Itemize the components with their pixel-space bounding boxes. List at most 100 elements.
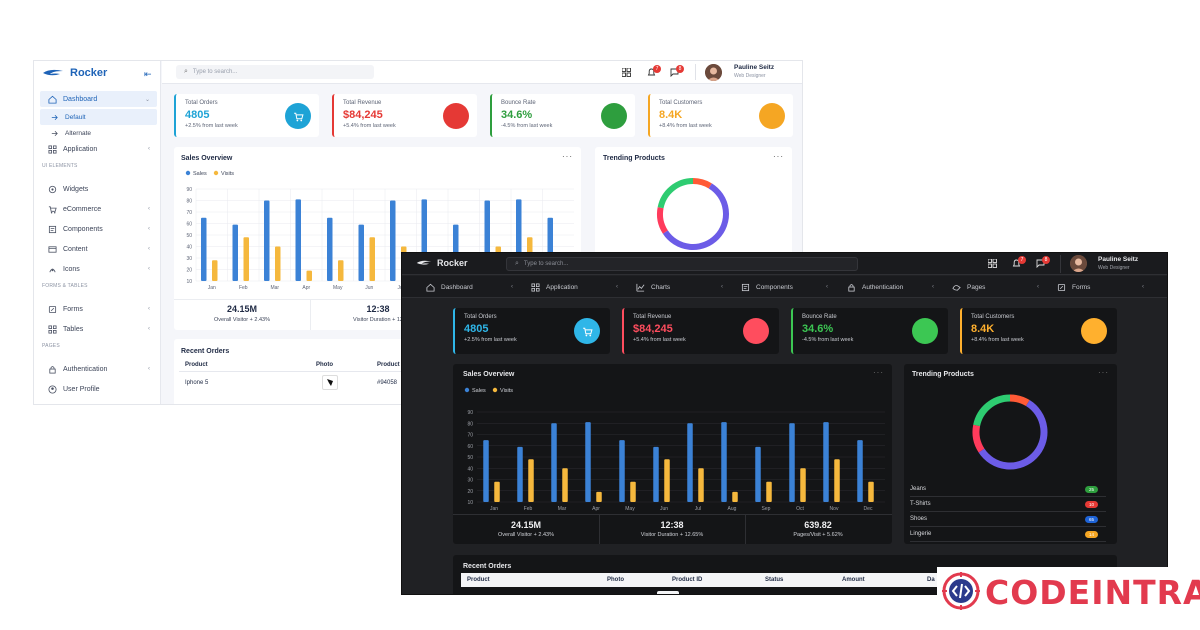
donut-slice-shoes[interactable] [662, 183, 729, 250]
more-icon[interactable]: ··· [773, 152, 784, 161]
bar-visits[interactable] [800, 468, 806, 502]
product-row-jeans[interactable]: Jeans 25 [910, 482, 1106, 497]
legend-label[interactable]: Sales [472, 388, 486, 394]
sidebar-item-default[interactable]: Default [40, 109, 157, 125]
sidebar-item-content[interactable]: Content ‹ [40, 241, 157, 257]
brand[interactable]: Rocker [42, 67, 107, 79]
bar-sales[interactable] [755, 446, 761, 502]
bar-sales[interactable] [789, 423, 795, 502]
bar-sales[interactable] [327, 217, 333, 281]
bar-sales[interactable] [857, 440, 863, 502]
bar-visits[interactable] [630, 481, 636, 502]
nav-charts[interactable]: Charts [636, 281, 670, 293]
bar-visits[interactable] [596, 491, 602, 502]
bar-sales[interactable] [619, 440, 625, 502]
users-icon [1081, 318, 1107, 344]
bar-sales[interactable] [232, 224, 239, 281]
apps-grid-icon[interactable] [988, 259, 998, 269]
sidebar-item-forms[interactable]: Forms ‹ [40, 301, 157, 317]
bar-sales[interactable] [585, 422, 591, 502]
legend-label[interactable]: Visits [500, 388, 513, 394]
sidebar-item-authentication[interactable]: Authentication ‹ [40, 361, 157, 377]
bar-visits[interactable] [275, 246, 281, 282]
sidebar-item-user-profile[interactable]: User Profile [40, 381, 157, 397]
avatar[interactable] [1070, 255, 1087, 272]
bar-sales[interactable] [721, 422, 727, 502]
brand[interactable]: Rocker [416, 258, 468, 268]
sidebar-item-application[interactable]: Application ‹ [40, 141, 157, 157]
product-row-shoes[interactable]: Shoes 65 [910, 512, 1106, 527]
bar-visits[interactable] [369, 237, 376, 281]
message-icon[interactable]: 8 [670, 65, 684, 78]
bar-visits[interactable] [212, 260, 218, 281]
more-icon[interactable]: ··· [562, 152, 573, 161]
more-icon[interactable]: ··· [1098, 368, 1109, 377]
kpi-card-total-customers[interactable]: Total Customers 8.4K +8.4% from last week [960, 308, 1117, 354]
bar-sales[interactable] [483, 440, 489, 502]
message-icon[interactable]: 8 [1036, 256, 1050, 269]
bar-visits[interactable] [338, 260, 344, 281]
bar-visits[interactable] [664, 459, 670, 502]
sidebar-item-icons[interactable]: Icons ‹ [40, 261, 157, 277]
donut-slice-jeans[interactable] [657, 178, 694, 209]
bar-sales[interactable] [823, 422, 829, 502]
kpi-card-bounce-rate[interactable]: Bounce Rate 34.6% -4.5% from last week [490, 94, 635, 137]
product-row-lingerie[interactable]: Lingerie 14 [910, 527, 1106, 542]
donut-slice-lingerie[interactable] [972, 424, 985, 453]
bar-sales[interactable] [390, 200, 396, 282]
donut-slice-lingerie[interactable] [657, 207, 668, 234]
bar-visits[interactable] [834, 459, 840, 502]
collapse-icon[interactable]: ⇤ [144, 69, 152, 79]
bar-visits[interactable] [306, 270, 313, 281]
apps-grid-icon[interactable] [622, 68, 632, 78]
bell-icon[interactable]: 7 [1012, 256, 1026, 269]
sidebar-item-ecommerce[interactable]: eCommerce ‹ [40, 201, 157, 217]
search-input[interactable]: ⌕ Type to search... [176, 65, 374, 79]
sidebar-item-components[interactable]: Components ‹ [40, 221, 157, 237]
bar-sales[interactable] [551, 423, 557, 502]
nav-components[interactable]: Components [741, 281, 793, 293]
legend-label[interactable]: Sales [193, 171, 207, 177]
table-row[interactable]: Iphone 5 #94058 [179, 375, 434, 391]
bar-sales[interactable] [295, 199, 302, 281]
bar-visits[interactable] [732, 491, 738, 502]
kpi-card-bounce-rate[interactable]: Bounce Rate 34.6% -4.5% from last week [791, 308, 948, 354]
donut-slice-shoes[interactable] [978, 400, 1048, 470]
bar-sales[interactable] [201, 217, 207, 281]
donut-slice-jeans[interactable] [973, 394, 1011, 427]
bar-sales[interactable] [358, 224, 365, 281]
bar-visits[interactable] [243, 237, 250, 281]
bar-sales[interactable] [517, 446, 523, 502]
sidebar-item-dashboard[interactable]: Dashboard ⌄ [40, 91, 157, 107]
sidebar-item-alternate[interactable]: Alternate [40, 125, 157, 141]
nav-pages[interactable]: Pages [952, 281, 985, 293]
kpi-card-total-revenue[interactable]: Total Revenue $84,245 +5.4% from last week [622, 308, 779, 354]
bar-visits[interactable] [868, 481, 874, 502]
avatar[interactable] [705, 64, 722, 81]
kpi-card-total-orders[interactable]: Total Orders 4805 +2.5% from last week [453, 308, 610, 354]
bar-visits[interactable] [698, 468, 704, 502]
kpi-card-total-customers[interactable]: Total Customers 8.4K +8.4% from last week [648, 94, 793, 137]
nav-authentication[interactable]: Authentication [847, 281, 903, 293]
donut-slice-t-shirts[interactable] [1009, 394, 1030, 407]
more-icon[interactable]: ··· [873, 368, 884, 377]
search-input[interactable]: ⌕ Type to search... [506, 257, 858, 271]
sidebar-item-tables[interactable]: Tables ‹ [40, 321, 157, 337]
legend-label[interactable]: Visits [221, 171, 234, 177]
bar-visits[interactable] [766, 481, 772, 502]
bar-sales[interactable] [653, 446, 659, 502]
donut-slice-t-shirts[interactable] [692, 178, 712, 189]
nav-dashboard[interactable]: Dashboard [426, 281, 473, 293]
bar-visits[interactable] [494, 481, 500, 502]
sidebar-item-widgets[interactable]: Widgets [40, 181, 157, 197]
nav-forms[interactable]: Forms [1057, 281, 1090, 293]
bar-sales[interactable] [687, 423, 693, 502]
kpi-card-total-revenue[interactable]: Total Revenue $84,245 +5.4% from last week [332, 94, 477, 137]
nav-application[interactable]: Application [531, 281, 578, 293]
product-row-t-shirts[interactable]: T-Shirts 10 [910, 497, 1106, 512]
kpi-card-total-orders[interactable]: Total Orders 4805 +2.5% from last week [174, 94, 319, 137]
bar-sales[interactable] [264, 200, 270, 282]
bar-visits[interactable] [562, 468, 568, 502]
bell-icon[interactable]: 7 [647, 65, 661, 78]
bar-visits[interactable] [528, 459, 534, 502]
